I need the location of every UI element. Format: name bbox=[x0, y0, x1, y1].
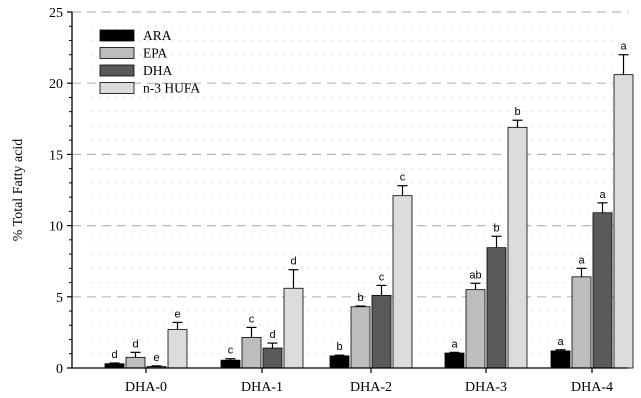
y-tick-label: 0 bbox=[56, 362, 63, 377]
significance-label: b bbox=[493, 222, 499, 234]
significance-label: c bbox=[228, 345, 234, 357]
grid-lines bbox=[72, 11, 628, 355]
bar bbox=[444, 352, 465, 369]
y-tick-label: 20 bbox=[49, 77, 63, 92]
bar bbox=[371, 294, 392, 369]
legend-swatch bbox=[99, 64, 135, 77]
significance-label: d bbox=[111, 349, 117, 361]
bar bbox=[592, 212, 613, 369]
bar bbox=[167, 329, 188, 369]
x-tick-label: DHA-0 bbox=[125, 380, 167, 395]
significance-label: ab bbox=[469, 269, 481, 281]
bar-series: d c b a a d c b ab a e d c b a e d c b a bbox=[104, 41, 634, 369]
x-tick-label: DHA-3 bbox=[465, 380, 507, 395]
legend-swatch bbox=[99, 47, 135, 59]
bar bbox=[550, 350, 571, 369]
y-tick-label: 25 bbox=[49, 6, 63, 21]
legend: ARA EPA DHA n-3 HUFA bbox=[99, 28, 200, 96]
x-tick-label: DHA-1 bbox=[241, 380, 283, 395]
y-tick-label: 10 bbox=[49, 220, 63, 235]
significance-label: c bbox=[379, 271, 385, 283]
significance-label: a bbox=[557, 336, 564, 348]
significance-label: d bbox=[132, 338, 138, 350]
significance-label: a bbox=[620, 41, 627, 53]
significance-label: a bbox=[578, 254, 585, 266]
axes: 0 5 10 15 20 25 DHA-0 DHA-1 DHA-2 DHA-3 DHA-4 bbox=[49, 6, 628, 395]
bar bbox=[465, 289, 486, 369]
bar bbox=[613, 74, 634, 369]
bar bbox=[486, 247, 507, 369]
y-tick-label: 15 bbox=[49, 148, 63, 163]
legend-label: n-3 HUFA bbox=[143, 81, 200, 96]
bar bbox=[220, 359, 241, 369]
significance-label: e bbox=[153, 352, 159, 364]
bar bbox=[507, 126, 528, 369]
legend-label: ARA bbox=[143, 28, 172, 43]
bar bbox=[283, 287, 304, 369]
legend-swatch bbox=[99, 29, 135, 42]
significance-label: e bbox=[174, 308, 180, 320]
significance-label: b bbox=[357, 292, 363, 304]
y-axis-label: % Total Fatty acid bbox=[11, 139, 26, 242]
significance-label: a bbox=[451, 338, 458, 350]
significance-label: d bbox=[269, 329, 275, 341]
bar bbox=[329, 355, 350, 369]
x-tick-label: DHA-2 bbox=[350, 380, 392, 395]
bar bbox=[262, 347, 283, 369]
significance-label: c bbox=[400, 172, 406, 184]
significance-label: c bbox=[249, 313, 255, 325]
bar bbox=[571, 276, 592, 369]
legend-label: EPA bbox=[143, 46, 168, 61]
bar bbox=[241, 336, 262, 369]
significance-label: d bbox=[290, 256, 296, 268]
bar bbox=[350, 306, 371, 369]
significance-label: b bbox=[514, 106, 520, 118]
significance-label: a bbox=[599, 189, 606, 201]
bar bbox=[392, 195, 413, 369]
x-tick-label: DHA-4 bbox=[571, 380, 613, 395]
legend-swatch bbox=[99, 82, 135, 94]
significance-label: b bbox=[336, 341, 342, 353]
legend-label: DHA bbox=[143, 63, 172, 78]
bar bbox=[125, 356, 146, 369]
y-tick-label: 5 bbox=[56, 291, 63, 306]
